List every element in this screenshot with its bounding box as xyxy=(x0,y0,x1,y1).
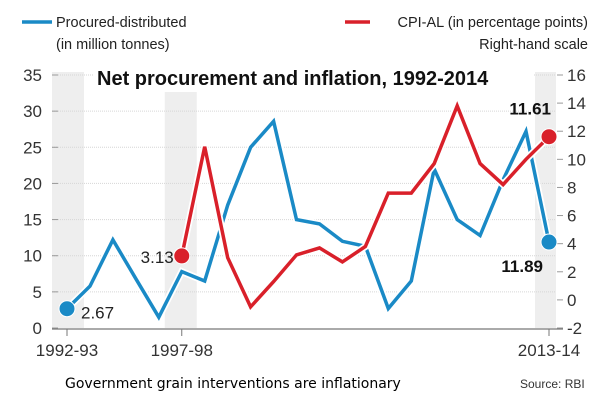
right-tick-label: 16 xyxy=(567,66,586,85)
highlight-dot xyxy=(173,247,191,265)
line-cpi xyxy=(180,101,551,311)
right-tick-label: 10 xyxy=(567,150,586,169)
source-note: Source: RBI xyxy=(520,377,585,391)
right-tick-label: 8 xyxy=(567,178,576,197)
right-tick-label: -2 xyxy=(567,319,582,338)
right-axis: -2 0 2 4 6 8 10 12 14 16 xyxy=(557,66,586,338)
right-tick-label: 4 xyxy=(567,235,576,254)
value-label: 11.61 xyxy=(509,100,551,119)
left-tick-label: 30 xyxy=(23,102,42,121)
right-tick-label: 0 xyxy=(567,291,576,310)
x-axis: 1992-93 1997-98 2013-14 xyxy=(36,328,580,360)
highlight-dot xyxy=(540,233,558,251)
chart-title: Net procurement and inflation, 1992-2014 xyxy=(97,68,489,90)
legend-sub-cpi: Right-hand scale xyxy=(479,37,588,53)
left-tick-label: 35 xyxy=(23,66,42,85)
left-tick-label: 10 xyxy=(23,247,42,266)
right-tick-label: 14 xyxy=(567,94,586,113)
title-background xyxy=(93,64,533,92)
highlight-dot xyxy=(540,128,558,146)
shaded-periods xyxy=(52,72,556,328)
right-tick-label: 2 xyxy=(567,263,576,282)
line-procured xyxy=(65,117,551,321)
left-tick-label: 0 xyxy=(33,319,42,338)
legend-label-procured: Procured-distributed xyxy=(56,15,187,31)
value-label: 3.13 xyxy=(141,248,174,267)
value-label: 11.89 xyxy=(501,257,543,276)
value-label: 2.67 xyxy=(81,304,114,323)
x-tick-label: 2013-14 xyxy=(518,341,580,360)
series-lines xyxy=(64,96,553,325)
left-tick-label: 20 xyxy=(23,174,42,193)
shaded-period xyxy=(52,72,84,328)
left-axis: 0 5 10 15 20 25 30 35 xyxy=(23,66,58,338)
chart-caption: Government grain interventions are infla… xyxy=(65,376,401,392)
highlight-dot xyxy=(58,300,76,318)
left-tick-label: 5 xyxy=(33,283,42,302)
right-tick-label: 6 xyxy=(567,207,576,226)
x-tick-label: 1997-98 xyxy=(151,341,213,360)
left-tick-label: 25 xyxy=(23,138,42,157)
right-tick-label: 12 xyxy=(567,122,586,141)
annotations: 2.67 11.89 3.13 11.61 xyxy=(58,100,558,323)
legend-sub-procured: (in million tonnes) xyxy=(56,37,170,53)
legend-label-cpi: CPI-AL (in percentage points) xyxy=(398,15,588,31)
x-tick-label: 1992-93 xyxy=(36,341,98,360)
left-tick-label: 15 xyxy=(23,211,42,230)
